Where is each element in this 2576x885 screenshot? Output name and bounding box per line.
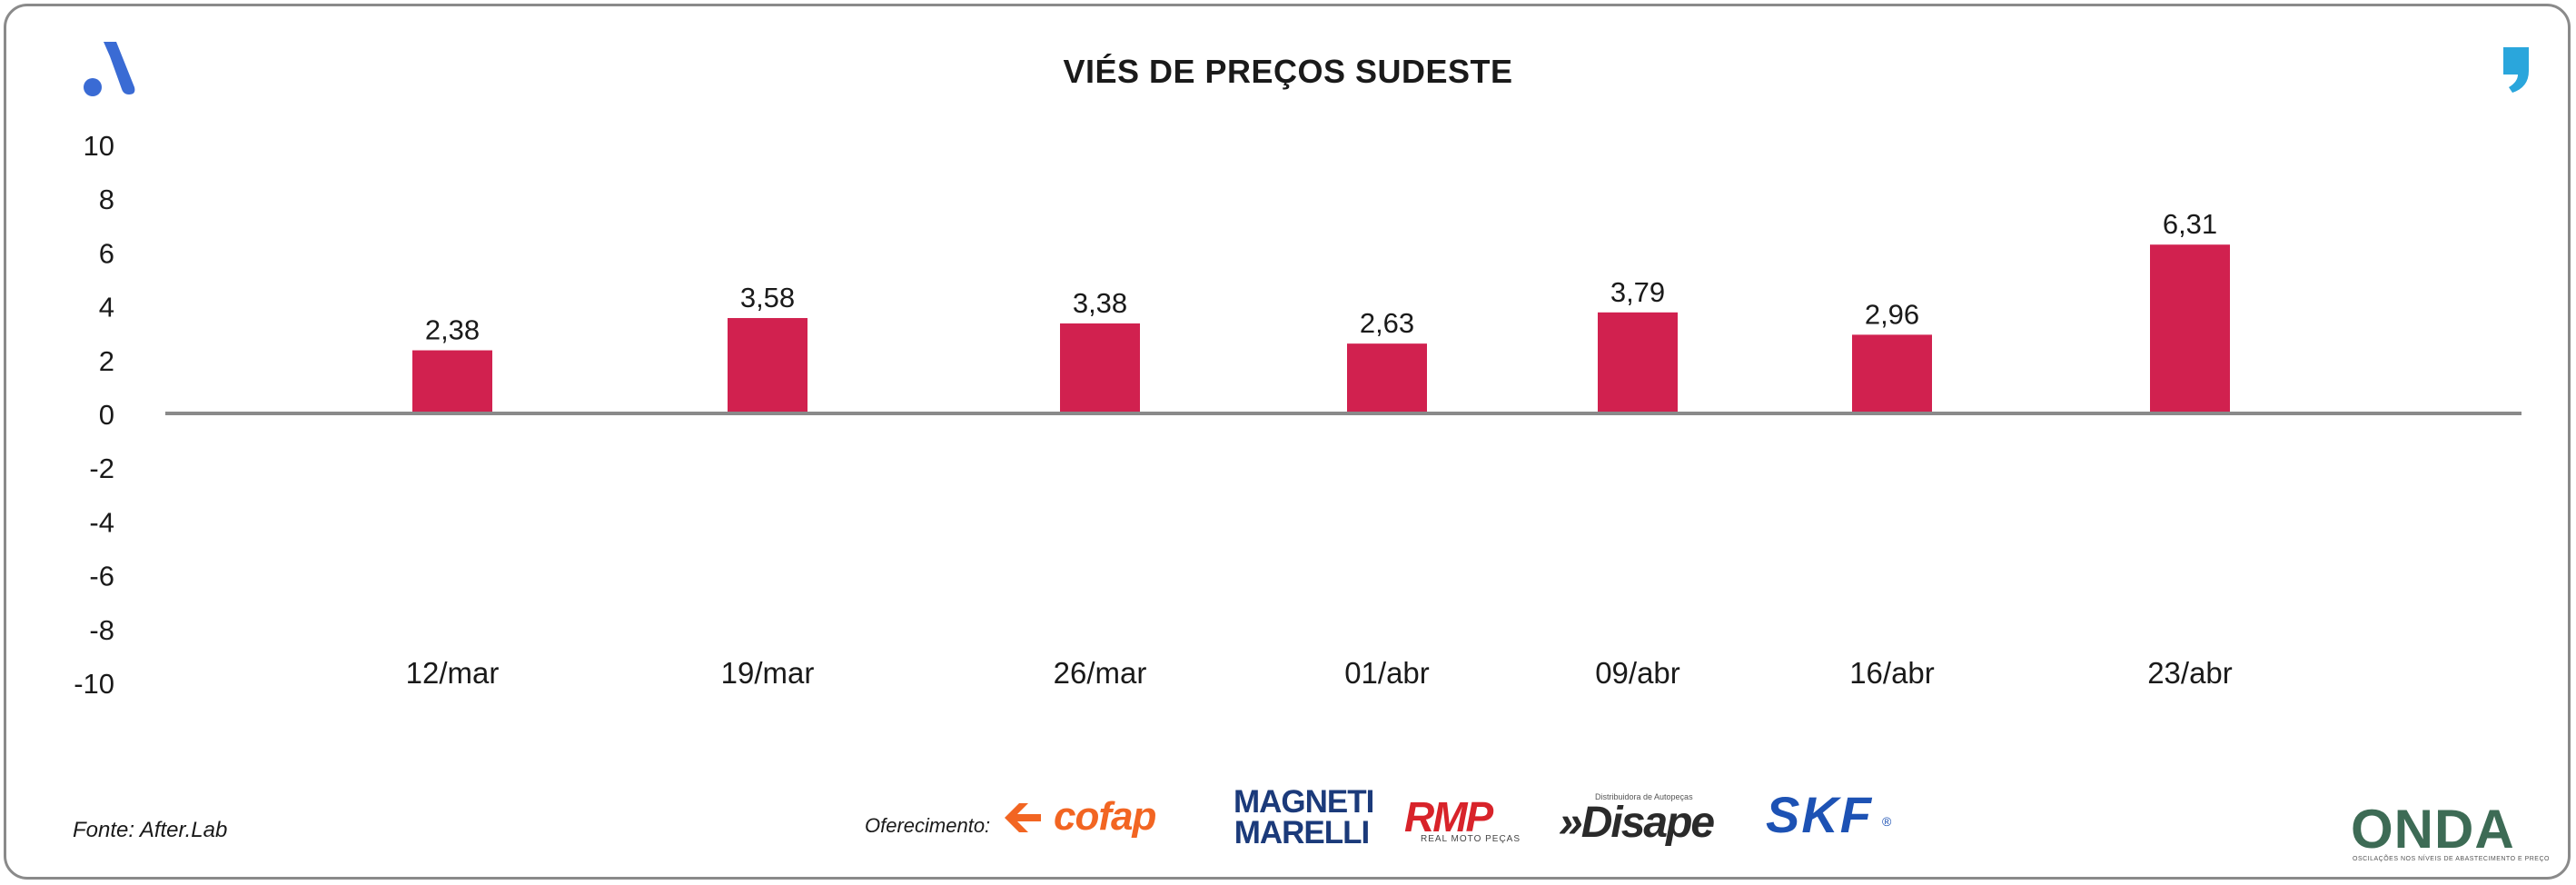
data-label: 3,79 xyxy=(1610,276,1665,308)
bars xyxy=(412,244,2230,414)
y-tick-label: -2 xyxy=(89,452,114,484)
skf-logo-text: SKF xyxy=(1766,786,1873,843)
bar xyxy=(1852,334,1932,414)
onda-logo: ONDA OSCILAÇÕES NOS NÍVEIS DE ABASTECIME… xyxy=(2351,798,2549,870)
bar xyxy=(1598,312,1678,414)
category-label: 16/abr xyxy=(1849,656,1935,690)
data-label: 2,63 xyxy=(1360,307,1414,339)
onda-logo-text: ONDA xyxy=(2351,799,2515,860)
chart-frame xyxy=(4,4,2571,880)
source-note: Fonte: After.Lab xyxy=(73,818,228,842)
y-tick-label: 8 xyxy=(99,184,114,215)
cofap-logo-text: cofap xyxy=(1054,794,1156,839)
y-tick-label: 10 xyxy=(84,130,114,162)
bar xyxy=(2150,244,2230,414)
data-label: 2,96 xyxy=(1865,298,1919,330)
chart-title: VIÉS DE PREÇOS SUDESTE xyxy=(1063,53,1513,90)
bar xyxy=(728,318,807,414)
rmp-logo-subtext: REAL MOTO PEÇAS xyxy=(1421,834,1521,844)
magneti-marelli-logo: MAGNETI MARELLI xyxy=(1234,784,1374,856)
y-tick-label: -6 xyxy=(89,561,114,592)
y-tick-label: 0 xyxy=(99,399,114,431)
skf-registered-mark: ® xyxy=(1882,814,1892,829)
quote-comma-logo-icon xyxy=(2503,47,2529,93)
rmp-logo: RMP REAL MOTO PEÇAS xyxy=(1404,792,1541,850)
y-axis-ticks: 10 8 6 4 2 0 -2 -4 -6 -8 -10 xyxy=(74,130,114,700)
bar xyxy=(1060,323,1140,414)
after-lab-a-logo-icon xyxy=(84,42,135,96)
data-label: 6,31 xyxy=(2163,208,2217,240)
sponsor-label: Oferecimento: xyxy=(865,814,991,837)
cofap-logo: cofap xyxy=(1001,791,1210,845)
y-tick-label: -4 xyxy=(89,506,114,538)
category-label: 09/abr xyxy=(1595,656,1680,690)
data-label: 3,38 xyxy=(1073,287,1127,319)
disape-logo-subtext: Distribuidora de Autopeças xyxy=(1595,792,1693,801)
cofap-x-icon xyxy=(1005,803,1041,832)
y-tick-label: 4 xyxy=(99,292,114,323)
magneti-logo-line1: MAGNETI xyxy=(1234,784,1374,820)
y-tick-label: -10 xyxy=(74,668,114,700)
disape-logo: Distribuidora de Autopeças »Disape xyxy=(1559,789,1740,852)
magneti-logo-line2: MARELLI xyxy=(1234,815,1371,850)
bar xyxy=(412,350,492,414)
y-tick-label: 2 xyxy=(99,345,114,377)
rmp-logo-text: RMP xyxy=(1404,793,1493,840)
disape-logo-text: »Disape xyxy=(1559,799,1715,847)
category-label: 23/abr xyxy=(2147,656,2233,690)
bar xyxy=(1347,343,1427,414)
category-label: 12/mar xyxy=(406,656,500,690)
skf-logo: SKF ® xyxy=(1766,785,1902,843)
onda-logo-subtext: OSCILAÇÕES NOS NÍVEIS DE ABASTECIMENTO E… xyxy=(2353,856,2550,862)
data-label: 2,38 xyxy=(425,314,480,346)
category-label: 19/mar xyxy=(721,656,815,690)
data-labels: 2,38 3,58 3,38 2,63 3,79 2,96 6,31 xyxy=(425,208,2217,345)
category-label: 01/abr xyxy=(1344,656,1430,690)
category-labels: 12/mar 19/mar 26/mar 01/abr 09/abr 16/abr 23/a… xyxy=(406,656,2233,690)
data-label: 3,58 xyxy=(740,282,795,313)
y-tick-label: 6 xyxy=(99,237,114,269)
y-tick-label: -8 xyxy=(89,614,114,646)
category-label: 26/mar xyxy=(1054,656,1147,690)
